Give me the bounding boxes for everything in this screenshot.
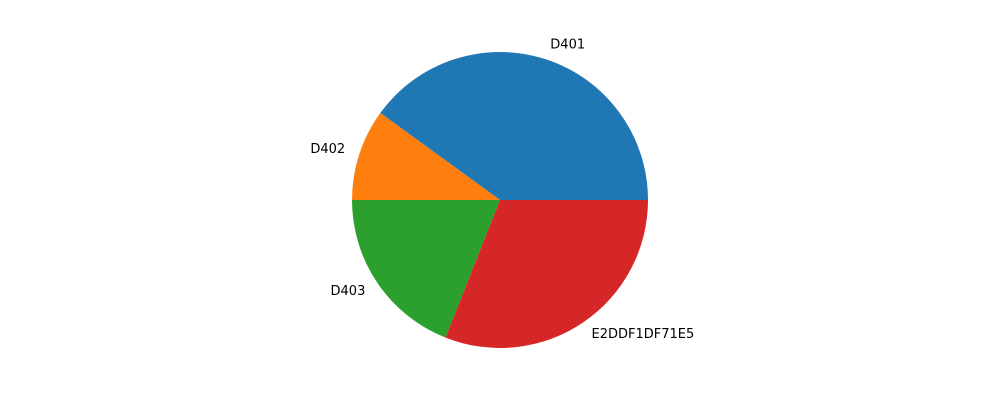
pie-slice-d402 [352, 113, 500, 200]
pie-slice-d403 [352, 200, 500, 338]
pie-label-e2ddf1df71e5: E2DDF1DF71E5 [592, 327, 695, 342]
pie-slice-d401 [380, 52, 648, 200]
pie-label-d402: D402 [310, 142, 345, 157]
pie-slice-e2ddf1df71e5 [445, 200, 648, 349]
pie-labels: D401 D402 D403 E2DDF1DF71E5 [310, 38, 694, 342]
pie-slices [352, 52, 648, 349]
pie-label-d403: D403 [331, 284, 366, 299]
pie-label-d401: D401 [550, 38, 585, 53]
